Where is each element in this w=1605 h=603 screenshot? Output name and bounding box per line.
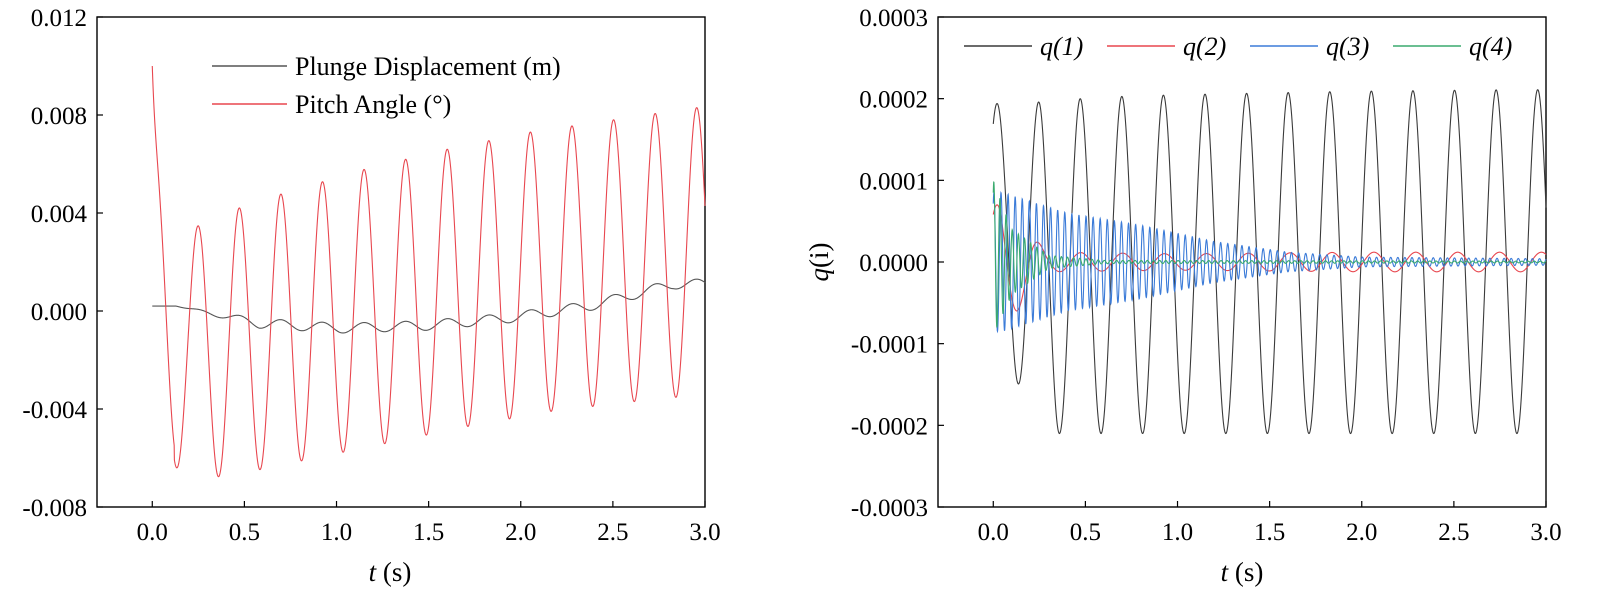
y-tick-label: 0.000 [31,299,87,326]
series-line-1-1 [992,204,1547,312]
y-tick-label: 0.0002 [859,87,928,114]
right-x-axis-label: t (s) [1221,557,1264,587]
right-y-ticks: -0.0003 -0.0002 -0.0001 0.0000 0.0001 0.0002 0… [851,5,944,522]
series-line-1-3 [992,181,1547,328]
x-tick-label: 0.5 [1070,519,1101,546]
legend-label-q4: q(4) [1469,32,1512,61]
y-tick-label: 0.0003 [859,5,928,32]
x-tick-label: 2.5 [597,519,628,546]
left-x-axis-label: t (s) [369,557,412,587]
x-tick-label: 2.0 [1346,519,1377,546]
legend-label-q2: q(2) [1183,32,1226,61]
y-tick-label: -0.0002 [851,413,928,440]
left-plot-frame [96,16,706,508]
legend-label-q3: q(3) [1326,32,1369,61]
left-series-lines [151,65,706,478]
left-chart-panel: 0.0 0.5 1.0 1.5 2.0 2.5 3.0 -0.008 -0.004 0.000 0… [22,5,720,587]
x-tick-label: 0.0 [978,519,1009,546]
y-tick-label: -0.004 [22,397,87,424]
x-tick-label: 0.0 [137,519,168,546]
series-line-0-0 [152,278,706,334]
left-y-ticks: -0.008 -0.004 0.000 0.004 0.008 0.012 [22,5,103,522]
series-line-1-2 [992,191,1547,334]
y-tick-label: 0.004 [31,201,88,228]
left-x-ticks: 0.0 0.5 1.0 1.5 2.0 2.5 3.0 [137,501,721,546]
x-tick-label: 0.5 [229,519,260,546]
x-tick-label: 2.0 [505,519,536,546]
y-tick-label: 0.012 [31,5,87,32]
x-tick-label: 3.0 [1530,519,1561,546]
x-tick-label: 2.5 [1438,519,1469,546]
series-line-1-0 [992,89,1547,435]
y-tick-label: -0.0003 [851,495,928,522]
right-x-ticks: 0.0 0.5 1.0 1.5 2.0 2.5 3.0 [978,501,1562,546]
series-line-0-1 [151,65,706,478]
y-tick-label: 0.0001 [859,168,928,195]
left-legend: Plunge Displacement (m) Pitch Angle (°) [212,52,561,119]
x-tick-label: 1.5 [1254,519,1285,546]
legend-label-pitch: Pitch Angle (°) [295,90,451,119]
legend-label-plunge: Plunge Displacement (m) [295,52,561,81]
x-tick-label: 1.0 [1162,519,1193,546]
legend-label-q1: q(1) [1040,32,1083,61]
right-series-lines [992,89,1547,435]
y-tick-label: 0.0000 [859,250,928,277]
x-tick-label: 1.0 [321,519,352,546]
right-y-axis-label: q(i) [804,243,834,282]
x-tick-label: 1.5 [413,519,444,546]
y-tick-label: -0.0001 [851,332,928,359]
right-chart-panel: 0.0 0.5 1.0 1.5 2.0 2.5 3.0 -0.0003-0.0002-0.0… [804,5,1562,587]
right-legend: q(1) q(2) q(3) q(4) [964,32,1512,61]
y-tick-label: 0.008 [31,103,87,130]
x-tick-label: 3.0 [689,519,720,546]
y-tick-label: -0.008 [22,495,87,522]
